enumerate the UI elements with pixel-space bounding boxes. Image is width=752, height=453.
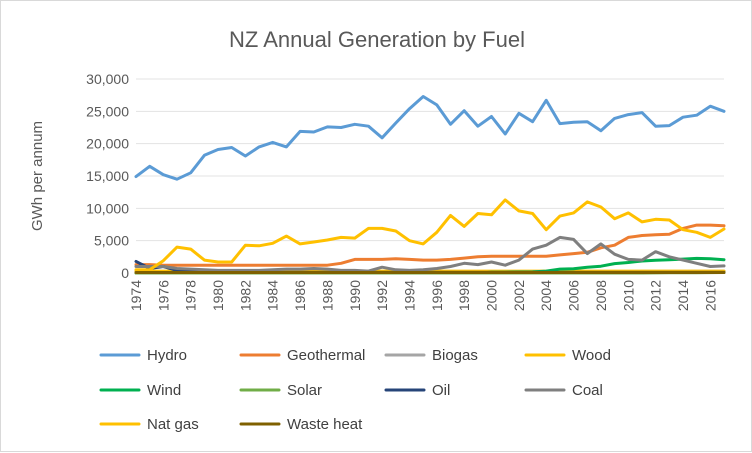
x-tick-label: 2004 <box>538 280 554 311</box>
series-line-geothermal <box>134 223 726 267</box>
legend-label: Wind <box>147 382 181 399</box>
series-line-hydro <box>134 95 726 181</box>
x-tick-label: 1996 <box>429 280 445 311</box>
legend-item-waste-heat: Waste heat <box>239 416 363 433</box>
x-tick-label: 2010 <box>620 280 636 311</box>
x-tick-label: 1982 <box>237 280 253 311</box>
legend-item-solar: Solar <box>239 382 322 399</box>
y-tick-label: 20,000 <box>86 136 129 152</box>
legend-label: Wood <box>572 347 611 364</box>
y-tick-label: 15,000 <box>86 168 129 184</box>
gridlines <box>136 78 724 274</box>
x-tick-label: 1976 <box>155 280 171 311</box>
x-tick-label: 1978 <box>183 280 199 311</box>
legend-label: Coal <box>572 382 603 399</box>
x-tick-label: 1980 <box>210 280 226 311</box>
x-tick-label: 1992 <box>374 280 390 311</box>
y-axis-title: GWh per annum <box>29 121 46 231</box>
x-tick-label: 1990 <box>347 280 363 311</box>
legend-item-coal: Coal <box>524 382 603 399</box>
y-tick-label: 30,000 <box>86 71 129 87</box>
chart-title: NZ Annual Generation by Fuel <box>229 27 525 52</box>
legend-item-biogas: Biogas <box>384 347 478 364</box>
legend-label: Nat gas <box>147 416 199 433</box>
legend-item-hydro: Hydro <box>99 347 187 364</box>
series-lines <box>134 95 726 275</box>
x-tick-label: 2012 <box>648 280 664 311</box>
x-tick-label: 2014 <box>675 280 691 311</box>
x-tick-label: 1988 <box>319 280 335 311</box>
legend-label: Oil <box>432 382 450 399</box>
legend-item-oil: Oil <box>384 382 450 399</box>
legend-item-wood: Wood <box>524 347 611 364</box>
x-tick-label: 2002 <box>511 280 527 311</box>
x-tick-label: 1984 <box>265 280 281 311</box>
legend-item-nat-gas: Nat gas <box>99 416 199 433</box>
x-tick-label: 1974 <box>128 280 144 311</box>
legend-label: Waste heat <box>287 416 363 433</box>
x-tick-label: 2008 <box>593 280 609 311</box>
x-axis-ticks: 1974 1976 1978 1980 1982 1984 1986 1988 1990 1992… <box>128 280 718 311</box>
legend-label: Geothermal <box>287 347 365 364</box>
legend: Hydro Geothermal Biogas Wood Wind Solar Oil Coa… <box>99 347 611 433</box>
x-tick-label: 1994 <box>401 280 417 311</box>
y-axis-ticks: 0 5,000 10,000 15,000 20,000 25,000 30,000 <box>86 71 129 281</box>
x-tick-label: 2000 <box>484 280 500 311</box>
series-line-coal <box>134 235 726 273</box>
legend-item-geothermal: Geothermal <box>239 347 365 364</box>
x-tick-label: 2016 <box>702 280 718 311</box>
legend-label: Solar <box>287 382 322 399</box>
y-tick-label: 5,000 <box>94 233 129 249</box>
y-tick-label: 0 <box>121 265 129 281</box>
legend-label: Biogas <box>432 347 478 364</box>
legend-label: Hydro <box>147 347 187 364</box>
x-tick-label: 2006 <box>566 280 582 311</box>
y-tick-label: 25,000 <box>86 103 129 119</box>
x-tick-label: 1998 <box>456 280 472 311</box>
x-tick-label: 1986 <box>292 280 308 311</box>
legend-item-wind: Wind <box>99 382 181 399</box>
series-line-nat-gas <box>134 198 726 272</box>
y-tick-label: 10,000 <box>86 200 129 216</box>
